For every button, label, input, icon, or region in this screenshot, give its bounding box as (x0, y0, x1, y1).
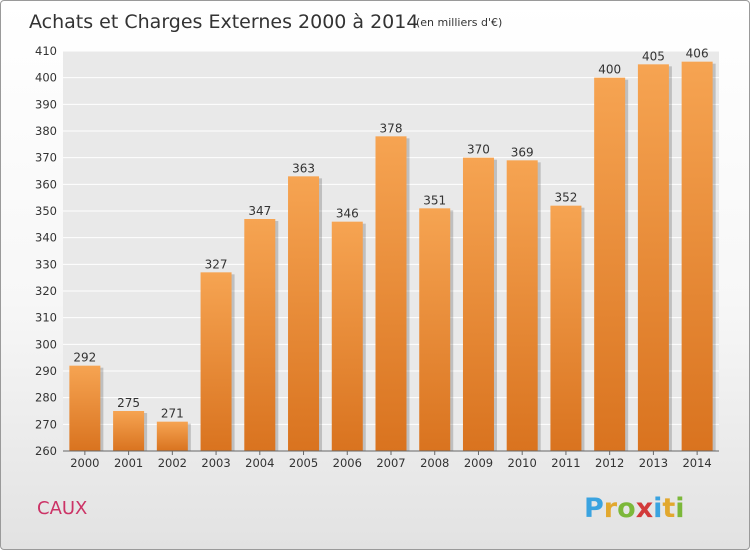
bar (69, 365, 101, 451)
y-tick-label: 270 (35, 417, 57, 431)
y-tick-label: 280 (35, 391, 57, 405)
bar-value-label: 352 (554, 191, 577, 205)
bar-value-label: 370 (467, 143, 490, 157)
x-tick-label: 2007 (376, 456, 405, 470)
x-tick-label: 2001 (114, 456, 143, 470)
y-tick-label: 400 (35, 71, 57, 85)
bar-value-label: 327 (205, 257, 228, 271)
y-tick-label: 350 (35, 204, 57, 218)
bar (200, 272, 232, 451)
bar (637, 64, 669, 452)
y-tick-label: 300 (35, 337, 57, 351)
bar-value-label: 405 (642, 49, 665, 63)
bar-value-label: 347 (248, 204, 271, 218)
bar (288, 176, 320, 452)
bar (156, 421, 188, 451)
bars: 292 275 271 327 347 363 346 378 351 370 369 352 400 4… (69, 47, 716, 452)
x-tick-label: 2002 (158, 456, 187, 470)
x-tick-label: 2008 (420, 456, 449, 470)
x-tick-label: 2010 (508, 456, 537, 470)
x-tick-label: 2013 (639, 456, 668, 470)
bar-value-label: 369 (511, 145, 534, 159)
logo-letter: P (584, 493, 604, 524)
y-tick-label: 330 (35, 257, 57, 271)
logo-letter: i (653, 493, 662, 524)
y-tick-label: 390 (35, 97, 57, 111)
y-tick-label: 370 (35, 151, 57, 165)
bar-value-label: 351 (423, 193, 446, 207)
x-tick-label: 2003 (201, 456, 230, 470)
bar-value-label: 275 (117, 396, 140, 410)
x-tick-label: 2012 (595, 456, 624, 470)
y-tick-label: 380 (35, 124, 57, 138)
x-tick-label: 2005 (289, 456, 318, 470)
y-tick-label: 290 (35, 364, 57, 378)
bar (462, 157, 494, 451)
logo-letter: o (617, 493, 636, 524)
chart-title: Achats et Charges Externes 2000 à 2014 (29, 11, 418, 33)
bar-value-label: 346 (336, 207, 359, 221)
logo-letter: t (662, 493, 675, 524)
x-tick-label: 2014 (682, 456, 711, 470)
x-tick-label: 2000 (70, 456, 99, 470)
bar (506, 160, 538, 452)
logo-letter: i (675, 493, 684, 524)
bar (681, 61, 713, 452)
bar (331, 221, 363, 451)
y-axis-ticks: 260 270 280 290 300 310 320 330 340 350 360 370 380 3… (35, 44, 57, 458)
logo-letter: r (604, 493, 618, 524)
logo-letter: x (636, 493, 653, 524)
x-tick-label: 2011 (551, 456, 580, 470)
bar (550, 205, 582, 451)
bar-value-label: 271 (161, 407, 184, 421)
bar (244, 219, 276, 451)
y-tick-label: 260 (35, 444, 57, 458)
bar-value-label: 406 (686, 47, 709, 61)
bar-value-label: 363 (292, 161, 315, 175)
y-tick-label: 410 (35, 44, 57, 58)
x-tick-label: 2004 (245, 456, 274, 470)
bar (113, 411, 145, 451)
x-tick-label: 2009 (464, 456, 493, 470)
y-tick-label: 360 (35, 177, 57, 191)
bar-value-label: 292 (73, 351, 96, 365)
commune-name: CAUX (37, 498, 87, 519)
y-tick-label: 340 (35, 231, 57, 245)
x-tick-label: 2006 (333, 456, 362, 470)
proxiti-logo: Proxiti (584, 493, 685, 524)
bar (594, 77, 626, 452)
y-tick-label: 320 (35, 284, 57, 298)
bar (419, 208, 451, 451)
unit-note: (en milliers d'€) (416, 16, 502, 29)
y-tick-label: 310 (35, 311, 57, 325)
bar-value-label: 400 (598, 63, 621, 77)
bar (375, 136, 407, 452)
x-axis-ticks: 2000 2001 2002 2003 2004 2005 2006 2007 2008 2009… (63, 450, 719, 470)
bar-value-label: 378 (380, 121, 403, 135)
